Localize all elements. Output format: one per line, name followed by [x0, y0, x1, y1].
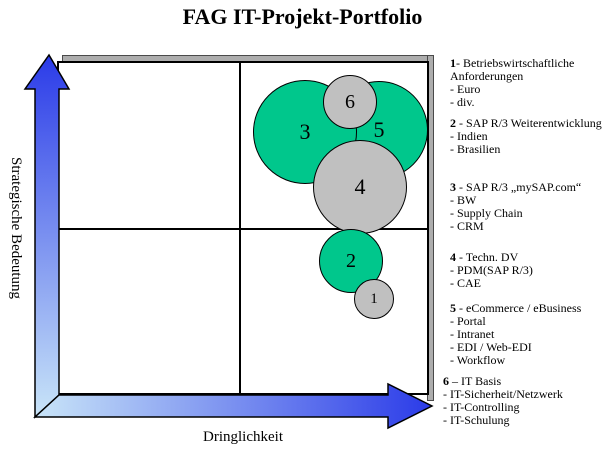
legend-sub-item: - CAE [450, 276, 481, 290]
legend-sub-item: - IT-Controlling [443, 400, 520, 414]
quadrant-horizontal-divider [59, 228, 427, 230]
legend-sub-item: - EDI / Web-EDI [450, 340, 532, 354]
legend-sub-item: - Portal [450, 314, 486, 328]
legend-sub-item: - CRM [450, 219, 484, 233]
legend-sub-item: - Indien [450, 129, 488, 143]
bubble-1: 1 [354, 279, 394, 319]
legend-sub-item: - PDM(SAP R/3) [450, 263, 533, 277]
legend-head-5: 5 - eCommerce / eBusiness [450, 301, 582, 315]
legend-head-2: 2 - SAP R/3 Weiterentwicklung [450, 116, 602, 130]
legend-block-6: 6 – IT Basis - IT-Sicherheit/Netzwerk - IT… [443, 375, 601, 427]
y-axis-label: Strategische Bedeutung [8, 156, 24, 300]
legend-head-1: 1- Betriebswirtschaftliche Anforderungen [450, 56, 575, 83]
legend-block-1: 1- Betriebswirtschaftliche Anforderungen… [450, 57, 605, 109]
legend-sub-item: - Workflow [450, 353, 506, 367]
legend-sub-item: - Euro [450, 82, 481, 96]
legend-sub-item: - Supply Chain [450, 206, 523, 220]
chart-title: FAG IT-Projekt-Portfolio [182, 4, 423, 29]
bubble-4: 4 [313, 140, 407, 234]
legend-block-2: 2 - SAP R/3 Weiterentwicklung - Indien - B… [450, 117, 605, 156]
legend-sub-item: - IT-Schulung [443, 413, 510, 427]
legend-block-3: 3 - SAP R/3 „mySAP.com“ - BW - Supply Chai… [450, 181, 605, 233]
legend-block-4: 4 - Techn. DV - PDM(SAP R/3) - CAE [450, 251, 605, 290]
legend-sub-item: - Brasilien [450, 142, 501, 156]
legend-sub-item: - BW [450, 193, 477, 207]
legend-sub-item: - div. [450, 95, 475, 109]
legend-head-6: 6 – IT Basis [443, 374, 502, 388]
legend-head-4: 4 - Techn. DV [450, 250, 519, 264]
legend-sub-item: - Intranet [450, 327, 495, 341]
bubble-6: 6 [323, 75, 377, 129]
legend-head-3: 3 - SAP R/3 „mySAP.com“ [450, 180, 582, 194]
x-axis-label: Dringlichkeit [203, 429, 283, 445]
legend-block-5: 5 - eCommerce / eBusiness - Portal - Intra… [450, 302, 605, 367]
legend-sub-item: - IT-Sicherheit/Netzwerk [443, 387, 563, 401]
